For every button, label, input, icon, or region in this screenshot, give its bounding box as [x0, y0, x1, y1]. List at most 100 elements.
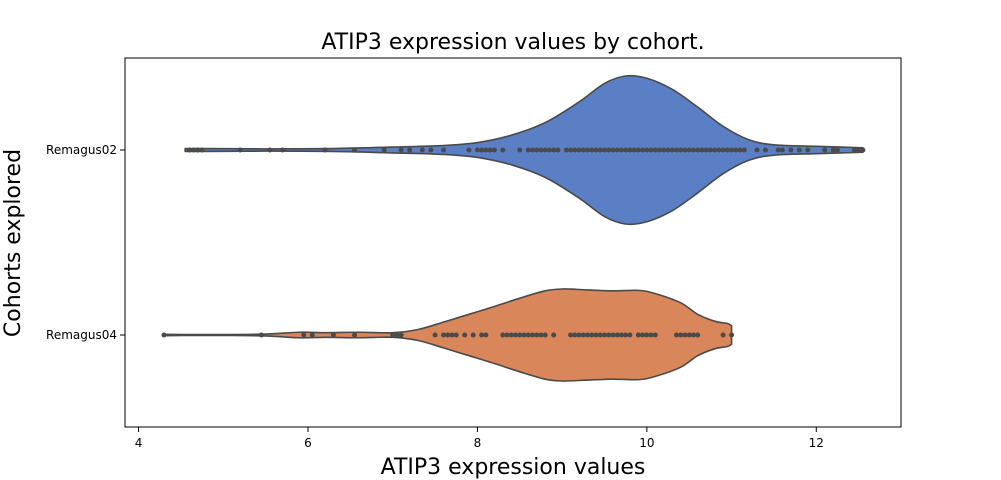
- data-point: [733, 147, 739, 153]
- data-point: [449, 332, 455, 338]
- data-point: [707, 147, 713, 153]
- data-point: [597, 332, 603, 338]
- data-point: [466, 147, 472, 153]
- data-point: [695, 332, 701, 338]
- data-point: [665, 147, 671, 153]
- data-point: [576, 147, 582, 153]
- data-point: [623, 332, 629, 338]
- chart-title: ATIP3 expression values by cohort.: [321, 30, 704, 55]
- data-point: [674, 332, 680, 338]
- data-point: [640, 332, 646, 338]
- data-point: [580, 332, 586, 338]
- data-point: [644, 147, 650, 153]
- data-point: [432, 332, 438, 338]
- data-point: [610, 147, 616, 153]
- data-point: [186, 147, 192, 153]
- data-point: [856, 147, 862, 153]
- data-point: [525, 147, 531, 153]
- data-point: [576, 332, 582, 338]
- x-tick-label: 8: [474, 436, 482, 450]
- data-point: [445, 332, 451, 338]
- data-point: [301, 332, 307, 338]
- data-point: [593, 332, 599, 338]
- data-point: [322, 147, 328, 153]
- data-point: [441, 332, 447, 338]
- data-point: [398, 147, 404, 153]
- data-point: [500, 332, 506, 338]
- data-point: [627, 332, 633, 338]
- data-point: [521, 332, 527, 338]
- data-point: [775, 147, 781, 153]
- data-point: [618, 147, 624, 153]
- x-axis-ticks: 4 6 8 10 12: [135, 427, 824, 450]
- data-point: [330, 332, 336, 338]
- data-point: [551, 147, 557, 153]
- data-point: [729, 332, 735, 338]
- data-point: [280, 147, 286, 153]
- data-point: [644, 332, 650, 338]
- data-point: [508, 332, 514, 338]
- data-point: [623, 147, 629, 153]
- data-point: [572, 147, 578, 153]
- data-point: [635, 332, 641, 338]
- data-point: [381, 147, 387, 153]
- data-point: [529, 332, 535, 338]
- data-point: [309, 332, 315, 338]
- data-point: [479, 332, 485, 338]
- data-point: [394, 332, 400, 338]
- data-point: [682, 332, 688, 338]
- data-point: [542, 332, 548, 338]
- data-point: [762, 147, 768, 153]
- data-point: [614, 332, 620, 338]
- data-point: [652, 332, 658, 338]
- data-point: [441, 147, 447, 153]
- data-point: [652, 147, 658, 153]
- data-point: [568, 147, 574, 153]
- y-axis-ticks: Remagus02 Remagus04: [46, 143, 125, 342]
- data-point: [419, 147, 425, 153]
- data-point: [610, 332, 616, 338]
- data-point: [593, 147, 599, 153]
- data-point: [504, 332, 510, 338]
- data-point: [805, 147, 811, 153]
- x-tick-label: 4: [135, 436, 143, 450]
- data-point: [754, 147, 760, 153]
- data-point: [703, 147, 709, 153]
- data-point: [851, 147, 857, 153]
- data-point: [830, 147, 836, 153]
- data-point: [267, 147, 273, 153]
- data-point: [640, 147, 646, 153]
- data-point: [627, 147, 633, 153]
- data-point: [352, 147, 358, 153]
- data-point: [479, 147, 485, 153]
- data-point: [517, 332, 523, 338]
- x-tick-label: 6: [304, 436, 312, 450]
- data-point: [580, 147, 586, 153]
- data-point: [690, 147, 696, 153]
- data-point: [572, 332, 578, 338]
- data-point: [491, 147, 497, 153]
- data-point: [635, 147, 641, 153]
- data-point: [796, 147, 802, 153]
- data-point: [674, 147, 680, 153]
- points-layer: [161, 147, 866, 338]
- data-point: [779, 147, 785, 153]
- data-point: [546, 147, 552, 153]
- data-point: [822, 147, 828, 153]
- data-point: [534, 147, 540, 153]
- data-point: [483, 332, 489, 338]
- data-point: [542, 147, 548, 153]
- data-point: [788, 147, 794, 153]
- data-point: [690, 332, 696, 338]
- data-point: [720, 147, 726, 153]
- data-point: [678, 147, 684, 153]
- data-point: [699, 147, 705, 153]
- data-point: [538, 147, 544, 153]
- data-point: [195, 147, 201, 153]
- data-point: [551, 332, 557, 338]
- data-point: [407, 147, 413, 153]
- data-point: [513, 332, 519, 338]
- data-point: [500, 147, 506, 153]
- data-point: [258, 332, 264, 338]
